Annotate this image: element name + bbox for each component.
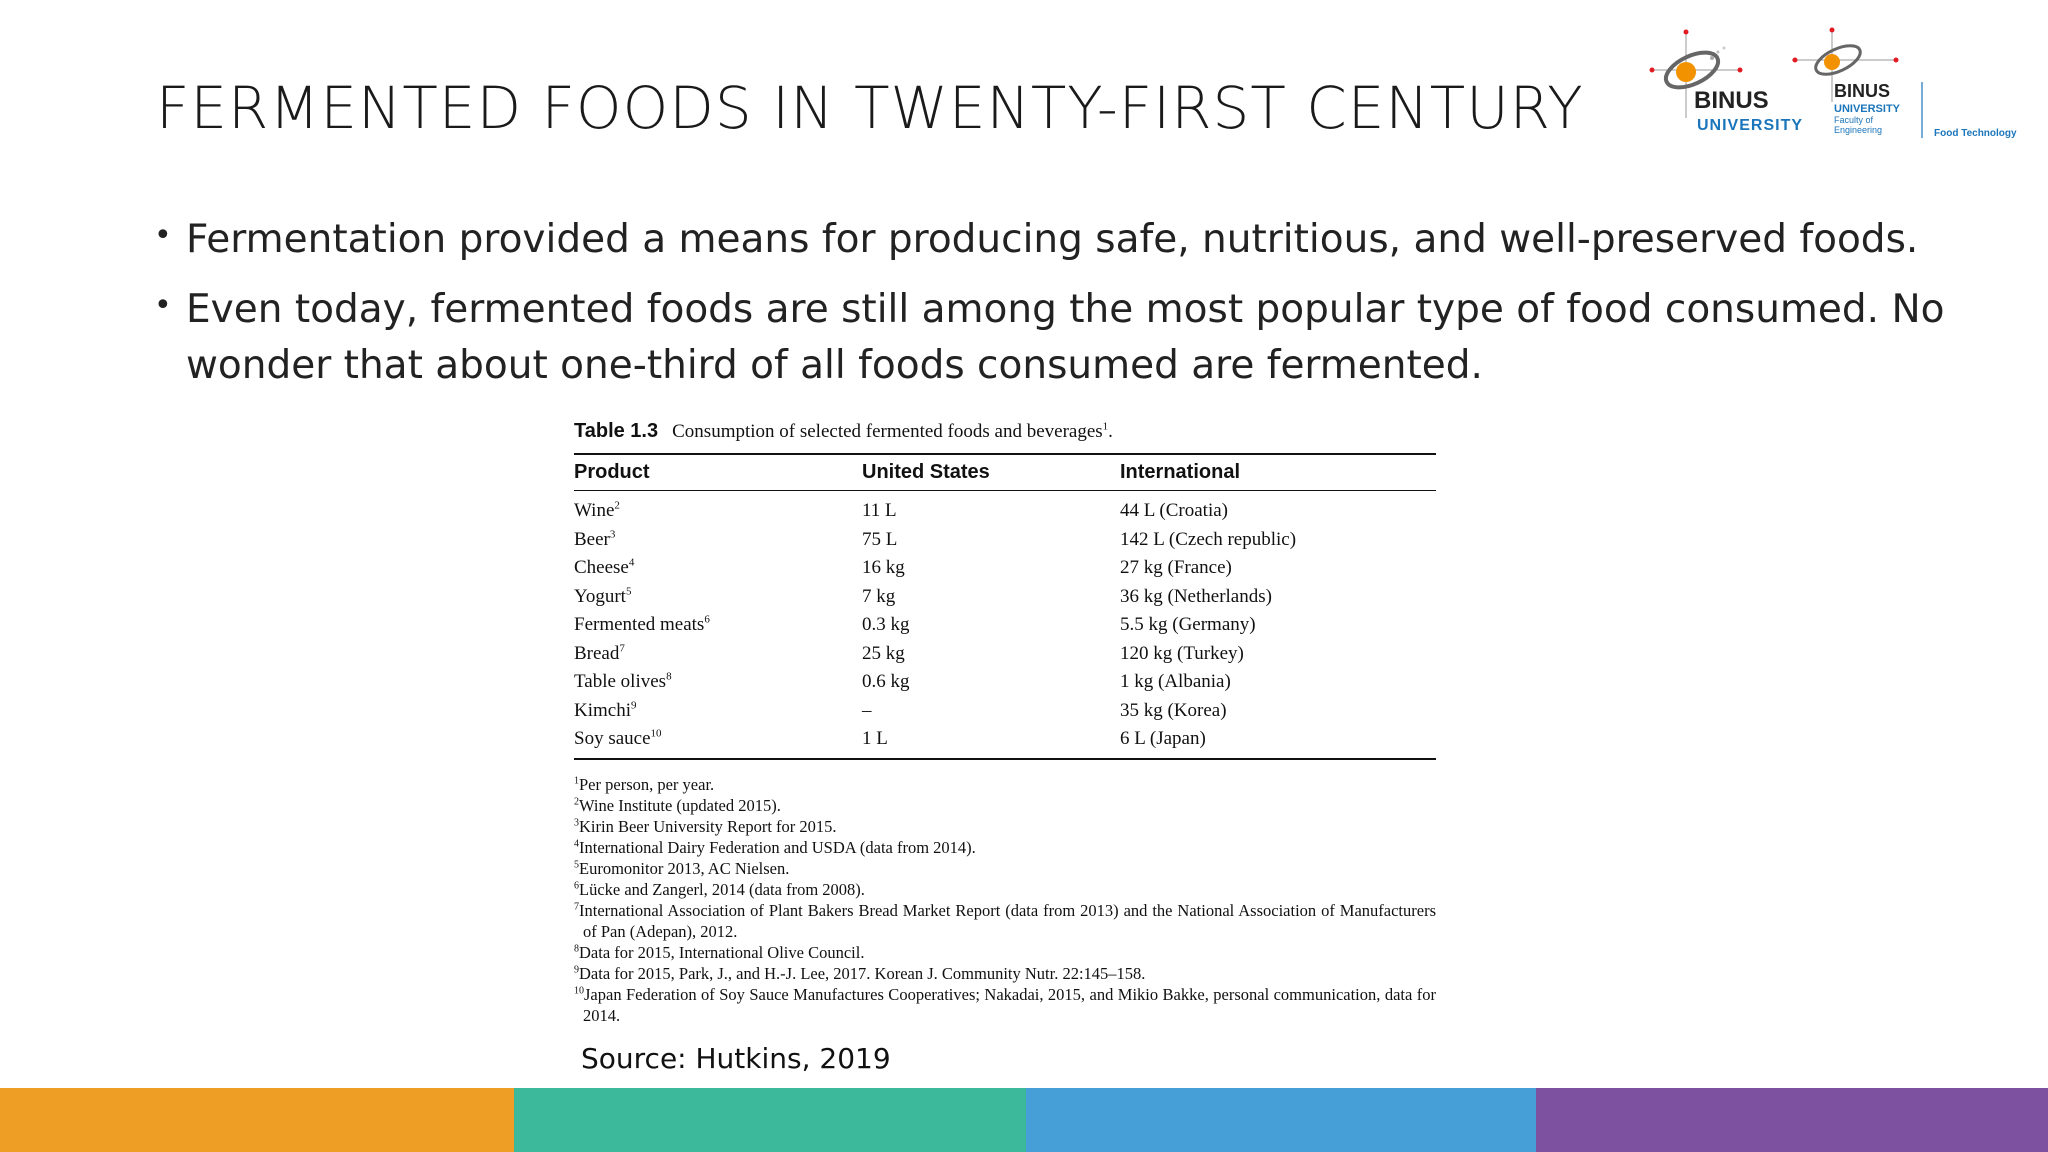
footer-bar bbox=[1026, 1088, 1536, 1152]
cell-united-states: 7 kg bbox=[862, 585, 896, 607]
header-product: Product bbox=[574, 453, 862, 491]
table-label: Table 1.3 bbox=[574, 420, 659, 442]
cell-international: 5.5 kg (Germany) bbox=[1120, 614, 1256, 636]
cell-united-states: – bbox=[862, 699, 872, 721]
table-row: Beer3 75 L 142 L (Czech republic) bbox=[574, 526, 1436, 555]
header-international: International bbox=[1120, 453, 1436, 491]
cell-international: 1 kg (Albania) bbox=[1120, 671, 1231, 693]
table-footnotes: 1Per person, per year. 2Wine Institute (u… bbox=[574, 774, 1436, 1026]
slide-title: FERMENTED FOODS IN TWENTY-FIRST CENTURY bbox=[156, 74, 1584, 142]
svg-text:UNIVERSITY: UNIVERSITY bbox=[1697, 117, 1803, 134]
table-row: Kimchi9 – 35 kg (Korea) bbox=[574, 697, 1436, 726]
consumption-table: Product United States International Wine… bbox=[574, 453, 1436, 760]
svg-text:BINUS: BINUS bbox=[1694, 87, 1769, 114]
table-row: Table olives8 0.6 kg 1 kg (Albania) bbox=[574, 668, 1436, 697]
svg-text:Engineering: Engineering bbox=[1834, 125, 1882, 135]
cell-international: 44 L (Croatia) bbox=[1120, 500, 1228, 522]
bullet-item: • Fermentation provided a means for prod… bbox=[148, 212, 1948, 268]
cell-product: Table olives8 bbox=[574, 670, 672, 693]
cell-product: Wine2 bbox=[574, 499, 620, 522]
cell-product: Soy sauce10 bbox=[574, 725, 862, 760]
source-citation: Source: Hutkins, 2019 bbox=[581, 1042, 891, 1075]
cell-product: Kimchi9 bbox=[574, 699, 637, 721]
cell-product: Yogurt5 bbox=[574, 585, 632, 607]
bullet-dot: • bbox=[154, 218, 172, 253]
footer-bar bbox=[514, 1088, 1026, 1152]
footer-bar bbox=[1536, 1088, 2048, 1152]
table-row: Yogurt5 7 kg 36 kg (Netherlands) bbox=[574, 583, 1436, 612]
cell-united-states: 0.3 kg bbox=[862, 614, 910, 636]
bullet-text: Fermentation provided a means for produc… bbox=[186, 217, 1919, 262]
footnote: 8Data for 2015, International Olive Coun… bbox=[574, 942, 865, 962]
table-caption-text: Consumption of selected fermented foods … bbox=[672, 421, 1103, 442]
cell-united-states: 11 L bbox=[862, 500, 897, 522]
cell-united-states: 1 L bbox=[862, 725, 1120, 760]
cell-international: 35 kg (Korea) bbox=[1120, 699, 1227, 721]
table-row: Cheese4 16 kg 27 kg (France) bbox=[574, 554, 1436, 583]
footnote: 9Data for 2015, Park, J., and H.-J. Lee,… bbox=[574, 963, 1146, 983]
footnote: 2Wine Institute (updated 2015). bbox=[574, 795, 781, 815]
cell-product: Bread7 bbox=[574, 642, 625, 664]
caption-superscript: 1 bbox=[1102, 420, 1109, 433]
cell-united-states: 75 L bbox=[862, 528, 898, 550]
svg-text:UNIVERSITY: UNIVERSITY bbox=[1834, 103, 1901, 115]
bullet-dot: • bbox=[154, 288, 172, 323]
binus-logos: BINUS UNIVERSITY BINUS UNIVERSITY Facult… bbox=[1649, 27, 2017, 139]
cell-product: Cheese4 bbox=[574, 556, 635, 579]
footnote: 6Lücke and Zangerl, 2014 (data from 2008… bbox=[574, 879, 865, 899]
footnote: 10Japan Federation of Soy Sauce Manufact… bbox=[574, 984, 1436, 1025]
footnote: 3Kirin Beer University Report for 2015. bbox=[574, 816, 837, 836]
bullet-text: Even today, fermented foods are still am… bbox=[186, 287, 1945, 388]
bullet-list: • Fermentation provided a means for prod… bbox=[148, 212, 1948, 408]
table-caption: Table 1.3 Consumption of selected ferment… bbox=[574, 420, 1113, 442]
header-united-states: United States bbox=[862, 453, 1120, 491]
cell-united-states: 0.6 kg bbox=[862, 671, 910, 693]
footnote: 1Per person, per year. bbox=[574, 774, 715, 794]
cell-international: 120 kg (Turkey) bbox=[1120, 642, 1244, 664]
cell-international: 6 L (Japan) bbox=[1120, 725, 1436, 760]
table-row: Fermented meats6 0.3 kg 5.5 kg (Germany) bbox=[574, 611, 1436, 640]
cell-united-states: 25 kg bbox=[862, 642, 905, 664]
cell-product: Beer3 bbox=[574, 528, 616, 550]
cell-international: 27 kg (France) bbox=[1120, 557, 1232, 579]
cell-product: Fermented meats6 bbox=[574, 613, 710, 636]
table-figure: Table 1.3 Consumption of selected ferment… bbox=[574, 420, 1436, 1026]
footnote: 4International Dairy Federation and USDA… bbox=[574, 837, 976, 857]
binus-university-logo: BINUS UNIVERSITY bbox=[1649, 29, 1803, 134]
svg-text:BINUS: BINUS bbox=[1834, 81, 1890, 101]
cell-international: 36 kg (Netherlands) bbox=[1120, 585, 1272, 607]
footer-bar bbox=[0, 1088, 514, 1152]
bullet-item: • Even today, fermented foods are still … bbox=[148, 282, 1948, 394]
table-header-row: Product United States International bbox=[574, 453, 1436, 491]
cell-united-states: 16 kg bbox=[862, 557, 905, 579]
cell-international: 142 L (Czech republic) bbox=[1120, 528, 1297, 550]
binus-engineering-logo: BINUS UNIVERSITY Faculty of Engineering … bbox=[1792, 27, 2017, 139]
footnote: 7International Association of Plant Bake… bbox=[574, 900, 1436, 941]
table-row: Bread7 25 kg 120 kg (Turkey) bbox=[574, 640, 1436, 669]
svg-text:Faculty of: Faculty of bbox=[1834, 115, 1874, 125]
svg-text:Food Technology: Food Technology bbox=[1934, 128, 2017, 139]
table-row: Wine2 11 L 44 L (Croatia) bbox=[574, 491, 1436, 526]
footnote: 5Euromonitor 2013, AC Nielsen. bbox=[574, 858, 790, 878]
